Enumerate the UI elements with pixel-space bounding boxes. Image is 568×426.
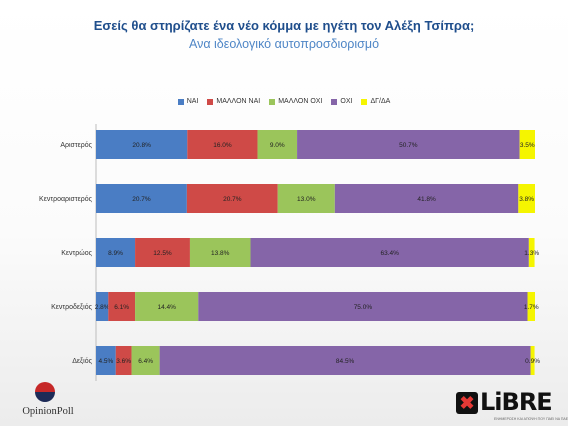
- bar-segment: [519, 130, 535, 159]
- category-label: Κεντρώος: [61, 249, 92, 257]
- data-label: 12.5%: [153, 250, 172, 257]
- bar-segment: [530, 346, 535, 375]
- category-label: Κεντροδεξιός: [51, 303, 93, 311]
- bar-segment: [189, 238, 251, 267]
- data-label: 6.4%: [138, 358, 153, 365]
- bar-segment: [159, 346, 531, 375]
- bar-segment: [96, 238, 136, 267]
- legend-label: ΝΑΙ: [186, 98, 199, 105]
- category-label: Αριστερός: [60, 141, 92, 149]
- data-label: 14.4%: [157, 304, 176, 311]
- bar-segment: [527, 292, 535, 321]
- bar-segment: [277, 184, 335, 213]
- data-label: 1.3%: [524, 250, 539, 257]
- bar-segment: [198, 292, 528, 321]
- data-label: 63.4%: [380, 250, 399, 257]
- legend-swatch: [331, 98, 338, 105]
- data-label: 8.9%: [108, 250, 123, 257]
- bar-segment: [297, 130, 520, 159]
- chart-subtitle: Ανα ιδεολογικό αυτοπροσδιορισμό: [188, 37, 380, 51]
- bar-segment: [96, 292, 109, 321]
- chart-legend: ΝΑΙ ΜΑΛΛΟΝ ΝΑΙ ΜΑΛΛΟΝ ΟΧΙ ΟΧΙ ΔΓ/ΔΑ: [0, 98, 568, 105]
- bar-segment: [135, 238, 190, 267]
- bar-segment: [115, 346, 132, 375]
- legend-swatch: [361, 98, 368, 105]
- bar-segment: [528, 238, 535, 267]
- data-label: 2.8%: [95, 304, 110, 311]
- bar-segment: [96, 184, 187, 213]
- legend-swatch: [269, 98, 276, 105]
- bar-segment: [257, 130, 298, 159]
- data-label: 84.5%: [336, 358, 355, 365]
- legend-item-mallon-oxi: ΜΑΛΛΟΝ ΟΧΙ: [269, 98, 322, 105]
- legend-swatch: [207, 98, 214, 105]
- data-label: 13.8%: [211, 250, 230, 257]
- data-label: 3.6%: [116, 358, 131, 365]
- data-label: 16.0%: [213, 142, 232, 149]
- legend-item-oxi: ΟΧΙ: [331, 98, 352, 105]
- libre-logo: ✖ LiBRE ΕΝΗΜΕΡΩΣΗ ΚΑΙ ΑΠΟΨΗ ΠΟΥ ΠΑΕΙ ΝΑ …: [456, 388, 568, 422]
- data-label: 75.0%: [354, 304, 373, 311]
- category-label: Δεξιός: [72, 357, 92, 365]
- data-label: 0.9%: [525, 358, 540, 365]
- legend-label: ΟΧΙ: [340, 98, 353, 105]
- legend-item-mallon-nai: ΜΑΛΛΟΝ ΝΑΙ: [207, 98, 260, 105]
- bar-segment: [186, 184, 278, 213]
- legend-item-dg-da: ΔΓ/ΔΑ: [361, 98, 390, 105]
- data-label: 41.8%: [417, 196, 436, 203]
- legend-swatch: [177, 98, 184, 105]
- bar-segment: [131, 346, 160, 375]
- data-label: 4.5%: [98, 358, 113, 365]
- data-label: 20.8%: [132, 142, 151, 149]
- data-label: 13.0%: [297, 196, 316, 203]
- chart-title: Εσείς θα στηρίζατε ένα νέο κόμμα με ηγέτ…: [93, 18, 475, 33]
- bar-segment: [135, 292, 199, 321]
- bar-segment: [518, 184, 535, 213]
- legend-label: ΜΑΛΛΟΝ ΝΑΙ: [216, 98, 261, 105]
- libre-logo-icon: ✖: [456, 392, 478, 414]
- bar-segment: [187, 130, 258, 159]
- bar-segment: [108, 292, 136, 321]
- data-label: 3.5%: [520, 142, 535, 149]
- data-label: 1.7%: [524, 304, 539, 311]
- bar-segment: [96, 346, 116, 375]
- opinionpoll-logo-text: OpinionPoll: [22, 406, 74, 417]
- data-label: 50.7%: [399, 142, 418, 149]
- opinionpoll-logo-icon: [35, 382, 55, 402]
- data-label: 6.1%: [114, 304, 129, 311]
- data-label: 20.7%: [223, 196, 242, 203]
- libre-logo-text: LiBRE: [480, 388, 553, 416]
- data-label: 3.8%: [519, 196, 534, 203]
- legend-label: ΜΑΛΛΟΝ ΟΧΙ: [278, 98, 323, 105]
- category-label: Κεντροαριστερός: [39, 195, 93, 203]
- legend-label: ΔΓ/ΔΑ: [370, 98, 391, 105]
- data-label: 9.0%: [270, 142, 285, 149]
- libre-logo-tagline: ΕΝΗΜΕΡΩΣΗ ΚΑΙ ΑΠΟΨΗ ΠΟΥ ΠΑΕΙ ΝΑ ΠΑΕΙ...: [494, 417, 568, 421]
- bar-segment: [96, 130, 188, 159]
- data-label: 20.7%: [132, 196, 151, 203]
- bar-segment: [250, 238, 529, 267]
- legend-item-nai: ΝΑΙ: [177, 98, 199, 105]
- bar-segment: [334, 184, 519, 213]
- opinionpoll-logo: OpinionPoll: [8, 380, 88, 420]
